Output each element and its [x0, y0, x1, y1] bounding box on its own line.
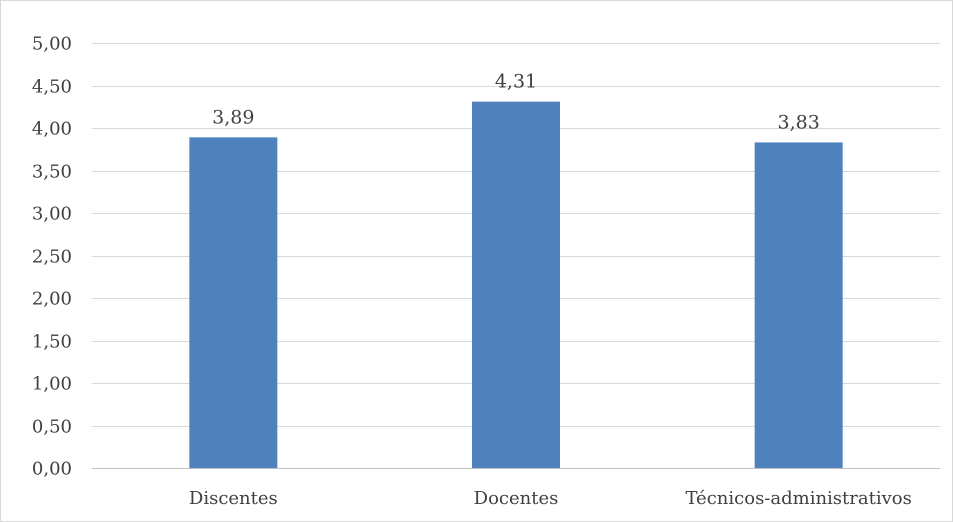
bar-discentes [189, 137, 278, 468]
y-tick-label: 4,50 [32, 77, 72, 98]
y-tick-label: 3,50 [32, 162, 72, 183]
data-label: 3,89 [212, 106, 254, 128]
x-category-label: Discentes [189, 488, 278, 509]
y-tick-label: 5,00 [32, 34, 72, 55]
y-tick-label: 0,50 [32, 417, 72, 438]
y-tick-label: 4,00 [32, 119, 72, 140]
y-tick-label: 1,50 [32, 332, 72, 353]
bars [189, 101, 843, 469]
x-category-label: Técnicos-administrativos [685, 488, 911, 509]
y-tick-label: 2,00 [32, 289, 72, 310]
y-tick-label: 0,00 [32, 459, 72, 480]
y-axis-ticks: 0,00 0,50 1,00 1,50 2,00 2,50 3,00 3,50 4,00 4,50… [32, 34, 72, 480]
data-labels: 3,89 4,31 3,83 [212, 71, 820, 134]
data-label: 3,83 [778, 111, 820, 133]
x-axis-categories: Discentes Docentes Técnicos-administrativo… [189, 488, 912, 509]
bar-docentes [472, 101, 560, 469]
y-tick-label: 2,50 [32, 247, 72, 268]
data-label: 4,31 [495, 71, 537, 93]
bar-t-cnicos-administrativos [754, 142, 843, 468]
y-tick-label: 3,00 [32, 204, 72, 225]
y-tick-label: 1,00 [32, 374, 72, 395]
x-category-label: Docentes [474, 488, 559, 509]
